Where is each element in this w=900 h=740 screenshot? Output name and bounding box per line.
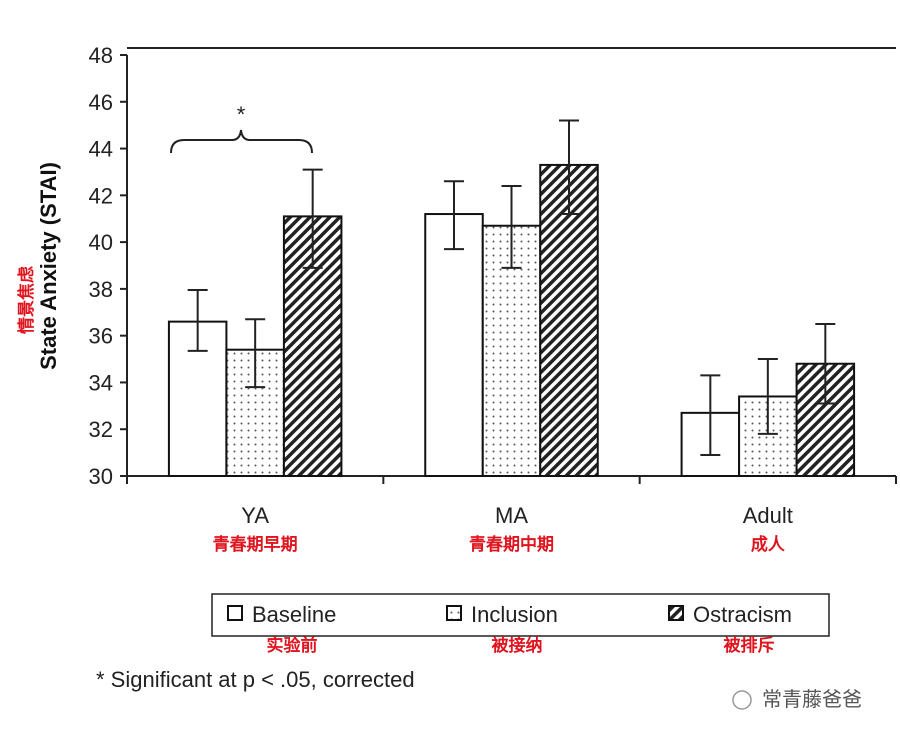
legend-label-cn: 实验前 [267,635,318,655]
legend-swatch-ostracism [668,605,684,621]
x-tick-label: MA [495,503,528,528]
bar-baseline [424,213,484,478]
significance-annotation: * [170,102,313,154]
y-axis-label-cn: 情景焦虑 [16,266,36,334]
x-tick-label-cn: 成人 [751,534,786,554]
y-tick-label: 38 [89,277,113,302]
y-tick-label: 44 [89,137,113,162]
y-tick-label: 40 [89,230,113,255]
x-tick-label: Adult [743,503,793,528]
y-axis-label: State Anxiety (STAI) [36,162,61,370]
watermark: 常青藤爸爸 [762,688,862,711]
bar-ostracism [539,163,599,478]
y-tick-label: 34 [89,370,113,395]
significance-star: * [237,102,246,127]
y-tick-label: 46 [89,90,113,115]
y-tick-label: 30 [89,464,113,489]
legend: Baseline 实验前 Inclusion 被接纳 Ostracism 被排斥 [227,602,792,655]
legend-label: Ostracism [693,602,792,627]
x-tick-label-cn: 青春期早期 [213,534,298,554]
footnote: * Significant at p < .05, corrected [96,667,415,692]
x-tick-label-cn: 青春期中期 [469,534,554,554]
bars [167,119,856,478]
legend-swatch-baseline [227,605,243,621]
legend-label-cn: 被排斥 [724,635,775,655]
significance-brace [170,129,313,154]
legend-label: Baseline [252,602,336,627]
legend-box [211,593,830,637]
y-tick-label: 32 [89,417,113,442]
x-tick-label: YA [241,503,269,528]
axes: 30 32 34 36 38 40 42 44 46 48 YA 青春期早期 MA 青春期中期 Adult 成… [89,43,897,554]
legend-swatch-inclusion [446,605,462,621]
y-tick-label: 48 [89,43,113,68]
watermark-logo-icon [732,690,752,710]
legend-label-cn: 被接纳 [492,635,543,655]
legend-label: Inclusion [471,602,558,627]
y-tick-label: 36 [89,324,113,349]
y-tick-label: 42 [89,183,113,208]
